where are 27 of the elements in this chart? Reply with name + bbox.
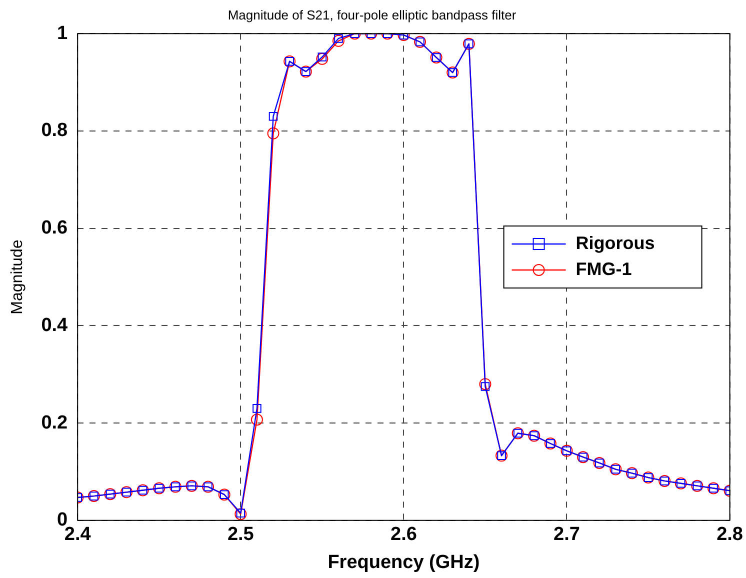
y-axis-title: Magnitude xyxy=(9,240,26,314)
y-tick-label: 0.6 xyxy=(41,218,68,239)
point xyxy=(334,34,343,43)
y-tick-label: 0.4 xyxy=(41,314,68,336)
y-tick-label: 0.8 xyxy=(41,120,68,142)
point xyxy=(318,52,327,62)
x-tick-label: 2.7 xyxy=(554,524,580,546)
legend-label: FMG-1 xyxy=(576,258,632,279)
y-tick-label: 1 xyxy=(57,22,68,44)
chart-title: Magnitude of S21, four-pole elliptic bandpass filter xyxy=(228,7,517,22)
x-axis-title: Frequency (GHz) xyxy=(328,552,480,573)
point xyxy=(267,127,280,140)
point xyxy=(479,378,492,390)
point xyxy=(252,404,262,413)
x-tick-label: 2.6 xyxy=(390,524,417,546)
x-tick-label: 2.4 xyxy=(64,524,92,546)
y-tick-label: 0.2 xyxy=(41,412,68,434)
x-tick-label: 2.5 xyxy=(227,524,254,546)
point xyxy=(332,34,344,47)
point xyxy=(480,382,490,391)
point xyxy=(250,414,263,426)
x-tick-label: 2.8 xyxy=(716,524,744,546)
point xyxy=(234,508,247,520)
point xyxy=(236,508,246,518)
point xyxy=(268,112,278,121)
point xyxy=(316,52,328,65)
legend-label: Rigorous xyxy=(576,232,655,253)
